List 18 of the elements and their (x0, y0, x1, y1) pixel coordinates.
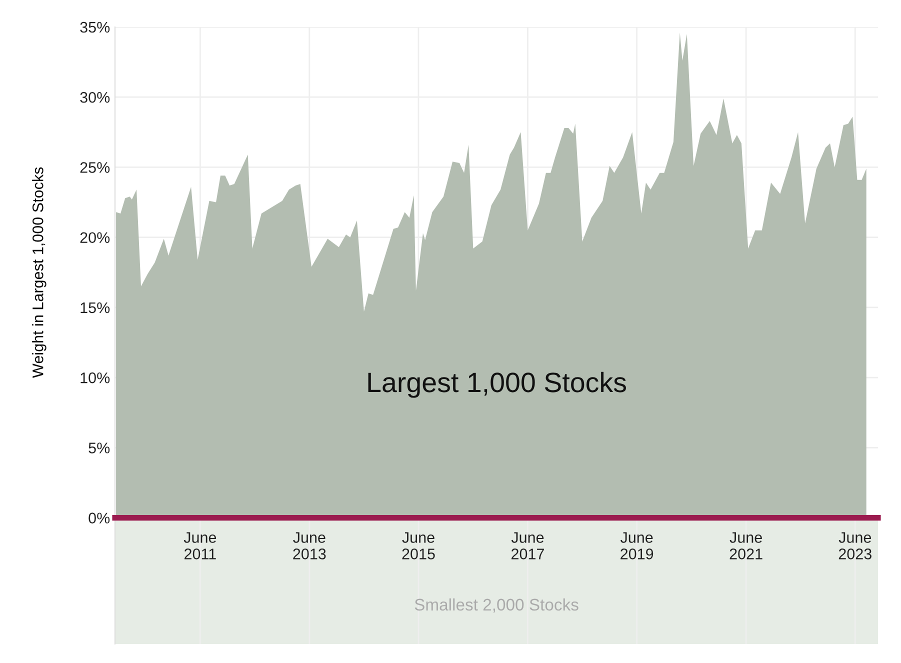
y-tick-label: 0% (88, 512, 110, 524)
x-tick-label: June 2013 (293, 532, 326, 560)
x-tick-label: June 2019 (620, 532, 654, 560)
y-tick-label: 5% (88, 442, 110, 454)
x-tick-label: June 2021 (730, 532, 762, 560)
y-axis-title: Weight in Largest 1,000 Stocks (32, 167, 46, 378)
annotation: Largest 1,000 Stocks (368, 372, 626, 398)
x-tick-label: June 2015 (402, 532, 435, 560)
y-tick-label: 20% (80, 232, 110, 244)
x-tick-label: June 2011 (184, 532, 216, 560)
y-tick-label: 25% (80, 162, 110, 173)
x-tick-label: June 2023 (838, 532, 872, 560)
y-tick-label: 15% (80, 302, 110, 314)
band-label: Smallest 2,000 Stocks (414, 598, 578, 613)
y-tick-label: 30% (80, 92, 110, 103)
y-tick-label: 35% (80, 22, 110, 33)
y-tick-label: 10% (80, 372, 110, 384)
x-tick-label: June 2017 (511, 532, 544, 560)
